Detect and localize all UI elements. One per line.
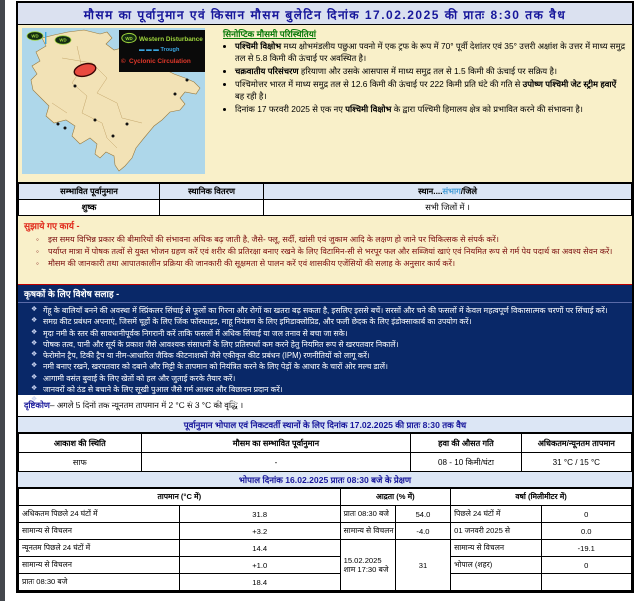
svg-text:Cyclonic Circulation: Cyclonic Circulation [129,58,191,65]
svg-text:Western Disturbance: Western Disturbance [139,36,203,43]
svg-text:WD: WD [31,34,38,39]
svg-text:©: © [121,57,126,65]
svg-text:WD: WD [59,38,66,43]
svg-text:WD: WD [125,36,132,41]
svg-text:▬ ▬ ▬ Trough: ▬ ▬ ▬ Trough [139,47,180,53]
